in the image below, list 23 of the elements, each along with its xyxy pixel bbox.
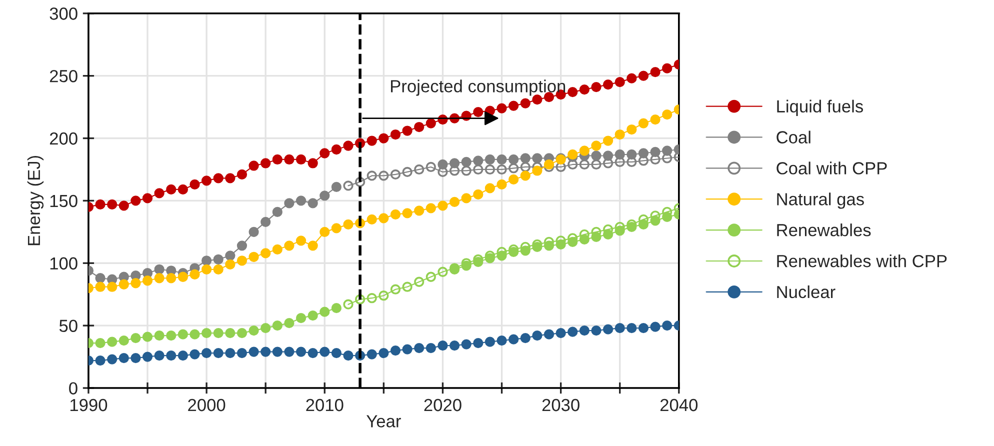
y-tick-label: 100 [50, 257, 78, 270]
legend-label: Natural gas [777, 192, 864, 209]
legend-label: Coal with CPP [776, 162, 887, 174]
x-tick-label: 2040 [660, 398, 698, 412]
x-axis-title: Year [366, 415, 401, 428]
x-tick-label: 2010 [306, 398, 344, 412]
x-tick-label: 2000 [188, 398, 226, 412]
legend-label: Liquid fuels [777, 100, 863, 116]
x-tick-label: 2020 [424, 398, 462, 412]
y-tick-label: 150 [50, 194, 78, 208]
x-tick-label: 1990 [70, 398, 108, 412]
legend-label: Renewables [777, 224, 871, 236]
legend-label: Nuclear [777, 285, 836, 298]
legend-label: Renewables with CPP [777, 254, 947, 268]
ref-line-label: Projected consumption [391, 80, 566, 96]
y-axis-title: Energy (EJ) [27, 156, 44, 246]
y-tick-label: 300 [50, 8, 78, 20]
y-tick-label: 250 [50, 70, 78, 82]
y-tick-label: 50 [59, 320, 78, 332]
legend-label: Coal [776, 130, 810, 144]
y-tick-label: 0 [69, 382, 78, 394]
y-tick-label: 200 [50, 132, 78, 145]
x-tick-label: 2030 [542, 398, 580, 412]
